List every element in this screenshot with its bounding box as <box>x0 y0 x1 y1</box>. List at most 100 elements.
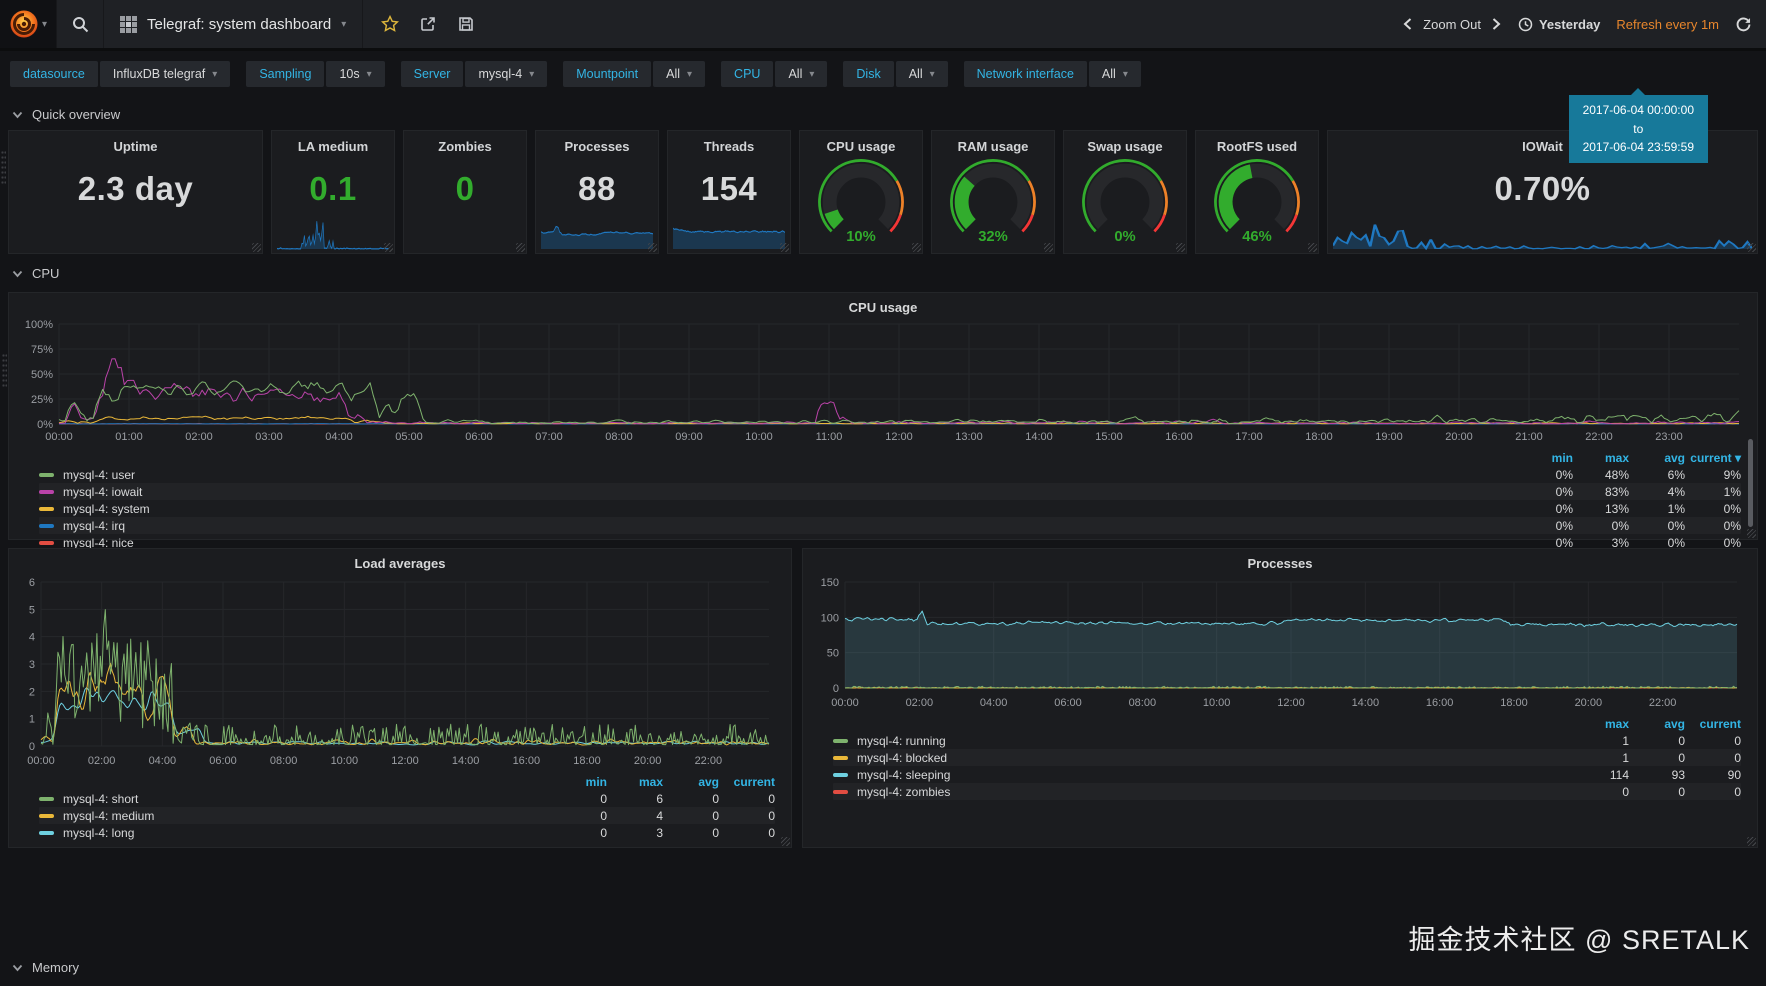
panel-resize-handle[interactable] <box>912 243 921 252</box>
panel-resize-handle[interactable] <box>1044 243 1053 252</box>
legend-row[interactable]: mysql-4: medium 0 4 0 0 <box>39 807 775 824</box>
svg-text:100%: 100% <box>25 319 53 331</box>
legend-column-avg[interactable]: avg <box>1664 716 1685 731</box>
stat-panel-title[interactable]: RootFS used <box>1216 139 1298 154</box>
legend-column-max[interactable]: max <box>638 774 663 789</box>
graphs-row: Load averages 0 1 2 3 4 5 6 00:00 02:00 04:00 06:0… <box>8 548 1758 848</box>
processes-graph[interactable]: 0 50 100 150 00:00 02:00 04:00 06:00 08:00 10:00 1… <box>811 574 1749 714</box>
svg-text:10:00: 10:00 <box>1203 697 1231 709</box>
legend-row[interactable]: mysql-4: system 0% 13% 1% 0% <box>39 500 1741 517</box>
variable-value-dropdown[interactable]: All ▾ <box>895 61 948 87</box>
panel-resize-handle[interactable] <box>516 243 525 252</box>
svg-text:32%: 32% <box>978 229 1008 245</box>
legend-row[interactable]: mysql-4: irq 0% 0% 0% 0% <box>39 517 1741 534</box>
search-button[interactable] <box>56 0 104 48</box>
chevron-down-icon: ▾ <box>687 68 693 80</box>
legend-stat-value: 0 <box>768 791 775 806</box>
legend-row[interactable]: mysql-4: long 0 3 0 0 <box>39 824 775 841</box>
legend-row[interactable]: mysql-4: iowait 0% 83% 4% 1% <box>39 483 1741 500</box>
clock-icon <box>1518 17 1533 31</box>
stat-panel-cpu-usage: CPU usage 10% <box>799 130 923 254</box>
legend-scrollbar[interactable] <box>1748 439 1753 527</box>
time-picker-button[interactable]: Yesterday <box>1518 17 1600 32</box>
panel-resize-handle[interactable] <box>648 243 657 252</box>
svg-text:10%: 10% <box>846 229 876 245</box>
svg-text:00:00: 00:00 <box>45 431 73 443</box>
variable-value-dropdown[interactable]: All ▾ <box>1088 61 1141 87</box>
variable-value-dropdown[interactable]: mysql-4 ▾ <box>465 61 548 87</box>
legend-row[interactable]: mysql-4: running 1 0 0 <box>833 732 1741 749</box>
row-drag-handle[interactable] <box>1 150 6 184</box>
legend-column-min[interactable]: min <box>585 774 607 789</box>
share-button[interactable] <box>419 15 437 33</box>
panel-resize-handle[interactable] <box>781 837 790 846</box>
panel-resize-handle[interactable] <box>1747 243 1756 252</box>
row-drag-handle[interactable] <box>2 353 7 387</box>
svg-text:25%: 25% <box>31 394 53 406</box>
legend-column-current[interactable]: current <box>1699 716 1741 731</box>
svg-text:08:00: 08:00 <box>605 431 633 443</box>
panel-resize-handle[interactable] <box>1747 837 1756 846</box>
legend-row[interactable]: mysql-4: zombies 0 0 0 <box>833 783 1741 800</box>
panel-resize-handle[interactable] <box>780 243 789 252</box>
refresh-interval-button[interactable]: Refresh every 1m <box>1616 16 1719 32</box>
panel-title[interactable]: Processes <box>1247 556 1313 571</box>
stat-panel-title[interactable]: Swap usage <box>1087 139 1163 154</box>
stat-panel-title[interactable]: Zombies <box>438 139 492 154</box>
legend-series-name: mysql-4: irq <box>63 518 126 533</box>
stat-panel-title[interactable]: Uptime <box>113 139 158 154</box>
legend-row[interactable]: mysql-4: nice 0% 3% 0% 0% <box>39 534 1741 551</box>
cpu-usage-graph[interactable]: 0% 25% 50% 75% 100% 00:00 01:00 02:00 03:00 04:00… <box>17 318 1749 448</box>
stat-panel-title[interactable]: Threads <box>703 139 755 154</box>
section-toggle-cpu[interactable]: CPU <box>0 254 71 287</box>
legend-series-name: mysql-4: running <box>857 733 946 748</box>
stat-panel-title[interactable]: CPU usage <box>826 139 896 154</box>
zoom-out-button[interactable]: Zoom Out <box>1423 16 1481 32</box>
time-forward-button[interactable] <box>1491 17 1502 31</box>
variable-value: All <box>908 67 923 81</box>
legend-column-avg[interactable]: avg <box>698 774 719 789</box>
legend-row[interactable]: mysql-4: sleeping 114 93 90 <box>833 766 1741 783</box>
svg-text:12:00: 12:00 <box>391 755 419 767</box>
stat-panel-title[interactable]: Processes <box>564 139 630 154</box>
legend-series-values: 1 0 0 <box>1573 734 1741 748</box>
legend-row[interactable]: mysql-4: blocked 1 0 0 <box>833 749 1741 766</box>
svg-text:16:00: 16:00 <box>1165 431 1193 443</box>
legend-column-max[interactable]: max <box>1604 716 1629 731</box>
legend-row[interactable]: mysql-4: short 0 6 0 0 <box>39 790 775 807</box>
save-button[interactable] <box>457 15 475 33</box>
legend-row[interactable]: mysql-4: user 0% 48% 6% 9% <box>39 466 1741 483</box>
panel-resize-handle[interactable] <box>1176 243 1185 252</box>
panel-title[interactable]: CPU usage <box>848 300 918 315</box>
variable-value-dropdown[interactable]: All ▾ <box>653 61 706 87</box>
section-toggle-memory[interactable]: Memory <box>0 948 91 981</box>
time-back-button[interactable] <box>1402 17 1413 31</box>
legend-column-max[interactable]: max <box>1604 450 1629 465</box>
panel-resize-handle[interactable] <box>1747 529 1756 538</box>
legend-column-current[interactable]: current ▾ <box>1690 450 1741 465</box>
svg-text:13:00: 13:00 <box>955 431 983 443</box>
grafana-logo-button[interactable]: ▾ <box>0 0 56 48</box>
stat-panel-title[interactable]: IOWait <box>1522 139 1563 154</box>
variable-value: All <box>1101 67 1116 81</box>
legend-stat-value: 0 <box>1678 733 1685 748</box>
section-toggle-quick-overview[interactable]: Quick overview <box>0 95 132 128</box>
stat-value: 0 <box>455 170 475 207</box>
variable-value-dropdown[interactable]: All ▾ <box>775 61 828 87</box>
variable-value-dropdown[interactable]: 10s ▾ <box>326 61 385 87</box>
load-averages-graph[interactable]: 0 1 2 3 4 5 6 00:00 02:00 04:00 06:00 08:00 10:00 12:… <box>17 574 781 772</box>
legend-column-current[interactable]: current <box>733 774 775 789</box>
panel-resize-handle[interactable] <box>1308 243 1317 252</box>
panel-resize-handle[interactable] <box>252 243 261 252</box>
legend-column-avg[interactable]: avg <box>1664 450 1685 465</box>
star-button[interactable] <box>381 15 400 33</box>
refresh-button[interactable] <box>1735 16 1752 33</box>
panel-resize-handle[interactable] <box>384 243 393 252</box>
variable-value-dropdown[interactable]: InfluxDB telegraf ▾ <box>99 61 231 87</box>
dashboard-picker[interactable]: Telegraf: system dashboard ▾ <box>104 0 364 48</box>
legend-column-min[interactable]: min <box>1551 450 1573 465</box>
panel-title[interactable]: Load averages <box>354 556 446 571</box>
stat-panel-title[interactable]: RAM usage <box>957 139 1029 154</box>
stat-panel-title[interactable]: LA medium <box>297 139 369 154</box>
stat-value: 0.70% <box>1494 170 1591 207</box>
